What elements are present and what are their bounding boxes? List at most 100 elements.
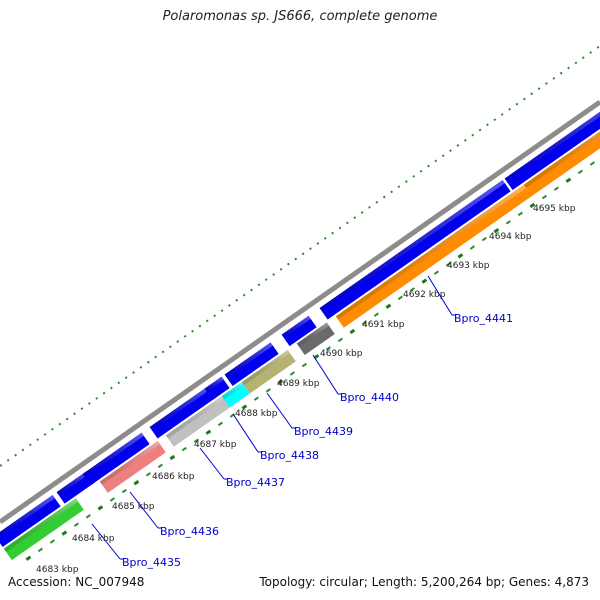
tick-mark: [409, 287, 415, 292]
forward-gene-highlight: [82, 432, 144, 478]
reverse-gene-block: [221, 382, 250, 408]
gene-label[interactable]: Bpro_4436: [160, 525, 219, 538]
forward-strand-genes: [0, 111, 600, 548]
reverse-gene-block: [335, 184, 532, 328]
tick-mark: [217, 421, 223, 427]
tick-mark: [157, 463, 163, 469]
tick-mark: [73, 522, 79, 527]
reverse-gene-highlight: [221, 382, 245, 400]
tick-mark: [301, 362, 307, 368]
position-label: 4685 kbp: [112, 502, 155, 512]
forward-gene-arrow: [204, 376, 230, 401]
reverse-gene-highlight: [3, 498, 79, 552]
tick-mark: [421, 278, 428, 284]
forward-gene-arrow: [319, 179, 511, 320]
genome-backbone: [0, 99, 600, 525]
forward-gene-highlight: [504, 111, 600, 182]
tick-mark: [445, 262, 451, 267]
map-title: Polaromonas sp. JS666, complete genome: [162, 9, 438, 24]
gene-label[interactable]: Bpro_4440: [340, 391, 399, 404]
gene-label[interactable]: Bpro_4441: [454, 312, 513, 325]
position-label: 4688 kbp: [235, 409, 278, 419]
reverse-strand-genes: [3, 131, 600, 561]
tick-mark: [373, 312, 379, 317]
tick-mark: [553, 186, 559, 191]
forward-gene-highlight: [224, 342, 273, 378]
tick-mark: [349, 328, 356, 335]
position-label: 4694 kbp: [489, 232, 532, 242]
tick-mark: [265, 388, 271, 393]
reverse-gene-block: [241, 349, 296, 394]
tick-mark: [61, 530, 68, 536]
tick-mark: [85, 514, 91, 519]
tick-mark: [289, 371, 295, 376]
tick-mark: [433, 270, 439, 275]
tick-mark: [577, 169, 583, 175]
tick-mark: [133, 480, 140, 486]
reverse-gene-block: [99, 440, 166, 493]
reverse-gene-block: [296, 322, 335, 356]
gene-callout-line: [427, 275, 453, 316]
forward-gene-arrow: [281, 315, 317, 347]
position-label: 4691 kbp: [362, 320, 405, 330]
position-label: 4690 kbp: [320, 349, 363, 359]
gene-callout-line: [312, 354, 339, 395]
tick-mark: [25, 555, 32, 561]
forward-gene-highlight: [204, 376, 224, 392]
tick-mark: [205, 429, 212, 435]
outer-dotted-ring: [0, 45, 600, 467]
gene-label[interactable]: Bpro_4438: [260, 449, 319, 462]
position-label: 4693 kbp: [447, 261, 490, 271]
forward-gene-highlight: [0, 494, 55, 537]
tick-mark: [253, 396, 259, 401]
tick-mark: [457, 253, 464, 259]
tick-mark: [505, 220, 511, 225]
gene-label[interactable]: Bpro_4435: [122, 556, 181, 569]
reverse-gene-highlight: [296, 322, 330, 347]
forward-gene-arrow: [149, 386, 216, 439]
position-label: 4692 kbp: [403, 290, 446, 300]
forward-gene-arrow: [82, 432, 150, 486]
forward-gene-highlight: [281, 315, 311, 338]
accession-text: Accession: NC_007948: [8, 575, 145, 589]
forward-gene-arrow: [224, 342, 279, 387]
forward-gene-highlight: [319, 179, 505, 312]
gene-label[interactable]: Bpro_4439: [294, 425, 353, 438]
reverse-gene-block: [165, 393, 234, 447]
position-label: 4687 kbp: [194, 440, 237, 450]
tick-mark: [385, 303, 392, 309]
gene-callout-line: [232, 413, 259, 453]
gene-labels: Bpro_4435 Bpro_4436 Bpro_4437 Bpro_4438 Bpro…: [91, 275, 513, 569]
tick-mark: [121, 488, 127, 494]
reverse-gene-highlight: [165, 393, 229, 439]
tick-mark: [277, 379, 284, 385]
gene-label[interactable]: Bpro_4437: [226, 476, 285, 489]
reverse-gene-highlight: [241, 349, 291, 386]
reverse-gene-highlight: [335, 184, 527, 320]
forward-gene-highlight: [56, 471, 89, 496]
tick-mark: [529, 202, 536, 209]
genome-summary-text: Topology: circular; Length: 5,200,264 bp…: [259, 575, 589, 589]
tick-mark: [97, 505, 104, 511]
tick-mark: [109, 497, 115, 502]
tick-mark: [169, 454, 176, 461]
forward-gene-highlight: [149, 386, 210, 431]
position-label: 4684 kbp: [72, 534, 115, 544]
tick-mark: [493, 228, 500, 234]
position-label: 4695 kbp: [533, 204, 576, 214]
tick-mark: [469, 245, 475, 250]
tick-mark: [589, 161, 595, 166]
tick-mark: [337, 337, 343, 343]
reverse-gene-block: [3, 498, 84, 561]
tick-mark: [49, 539, 55, 544]
position-label: 4689 kbp: [277, 379, 320, 389]
gene-callout-line: [199, 447, 225, 480]
forward-gene-arrow: [0, 494, 61, 548]
tick-mark: [241, 404, 248, 410]
tick-mark: [481, 236, 487, 242]
tick-mark: [193, 438, 199, 443]
tick-mark: [541, 194, 547, 200]
tick-mark: [565, 177, 572, 183]
